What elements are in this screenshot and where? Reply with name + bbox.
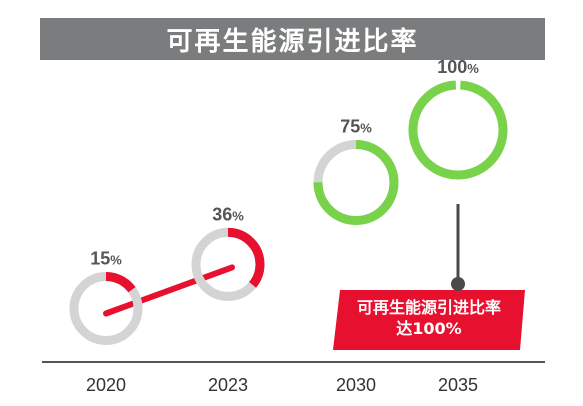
callout-text: 可再生能源引进比率 达100% [334, 297, 524, 339]
ring-value-2020 [69, 272, 143, 345]
series-line [103, 264, 235, 317]
x-tick-label-2023: 2023 [208, 375, 248, 395]
callout-line-1: 可再生能源引进比率 [356, 298, 501, 317]
x-tick-label-2020: 2020 [86, 375, 126, 395]
data-label-2023: 36% [212, 204, 244, 224]
ring-value-2030 [313, 140, 399, 225]
data-label-2035: 100% [437, 57, 479, 77]
data-label-2020: 15% [90, 249, 122, 269]
data-label-2030: 75% [340, 117, 372, 137]
ring-value-2035 [408, 80, 508, 180]
x-tick-label-2030: 2030 [336, 375, 376, 395]
callout-connector-dot [451, 277, 465, 291]
title-banner: 可再生能源引进比率 [40, 18, 545, 60]
chart-title: 可再生能源引进比率 [166, 26, 419, 57]
callout-line-2: 达100% [396, 319, 462, 338]
ring-value-2023 [191, 227, 265, 301]
callout-box [333, 290, 525, 350]
x-tick-label-2035: 2035 [438, 375, 478, 395]
